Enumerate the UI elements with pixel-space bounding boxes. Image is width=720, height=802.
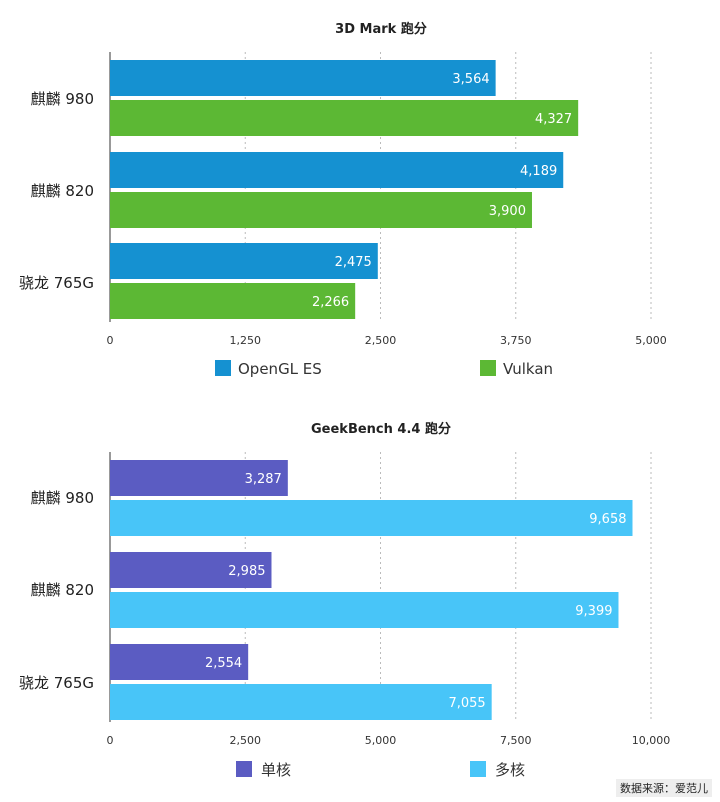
category-label: 麒麟 820	[31, 581, 94, 599]
x-tick-label: 5,000	[635, 334, 667, 347]
bar-value-label: 4,189	[520, 164, 557, 179]
x-tick-label: 2,500	[230, 734, 262, 747]
category-label: 骁龙 765G	[19, 274, 94, 292]
source-label: 数据来源：爱范儿	[620, 781, 708, 795]
category-label: 麒麟 980	[31, 90, 94, 108]
x-tick-label: 7,500	[500, 734, 532, 747]
bar	[110, 684, 492, 720]
category-label: 骁龙 765G	[19, 674, 94, 692]
legend: OpenGL ES Vulkan	[215, 360, 553, 378]
bar	[110, 243, 378, 279]
bar	[110, 552, 272, 588]
legend-swatch	[236, 761, 252, 777]
bar	[110, 60, 496, 96]
legend-label: Vulkan	[503, 360, 553, 378]
x-tick-label: 0	[107, 734, 114, 747]
bar-value-label: 3,564	[452, 72, 489, 87]
bar-value-label: 3,900	[489, 204, 526, 219]
legend-swatch	[470, 761, 486, 777]
bar	[110, 192, 532, 228]
legend-swatch	[215, 360, 231, 376]
bar-value-label: 2,985	[228, 564, 265, 579]
bar	[110, 644, 249, 680]
bar	[110, 460, 288, 496]
chart-title: GeekBench 4.4 跑分	[311, 421, 451, 437]
bar-value-label: 7,055	[448, 696, 485, 711]
x-tick-label: 3,750	[500, 334, 532, 347]
bar-value-label: 4,327	[535, 112, 572, 127]
x-tick-label: 5,000	[365, 734, 397, 747]
x-tick-label: 1,250	[230, 334, 262, 347]
bar-value-label: 9,658	[589, 512, 626, 527]
legend-label: 多核	[495, 761, 525, 779]
bar	[110, 100, 579, 136]
legend-label: OpenGL ES	[238, 360, 322, 378]
source-label-background	[616, 779, 712, 797]
bar	[110, 500, 633, 536]
x-tick-label: 10,000	[632, 734, 671, 747]
legend-label: 单核	[261, 761, 291, 779]
bar	[110, 592, 619, 628]
bar-value-label: 3,287	[245, 472, 282, 487]
category-label: 麒麟 980	[31, 489, 94, 507]
legend: 单核 多核	[236, 761, 525, 779]
legend-swatch	[480, 360, 496, 376]
x-tick-label: 0	[107, 334, 114, 347]
bar-value-label: 2,266	[312, 295, 349, 310]
chart-title: 3D Mark 跑分	[335, 21, 427, 37]
chart-geekbench: GeekBench 4.4 跑分 麒麟 980 麒麟 820 骁龙 765G 单…	[19, 421, 670, 779]
bar-value-label: 2,475	[335, 255, 372, 270]
bar	[110, 152, 564, 188]
bar	[110, 283, 356, 319]
chart-3dmark: 3D Mark 跑分 麒麟 980 麒麟 820 骁龙 765G OpenGL …	[19, 21, 667, 378]
bar-value-label: 9,399	[575, 604, 612, 619]
bar-value-label: 2,554	[205, 656, 242, 671]
category-label: 麒麟 820	[31, 182, 94, 200]
x-tick-label: 2,500	[365, 334, 397, 347]
